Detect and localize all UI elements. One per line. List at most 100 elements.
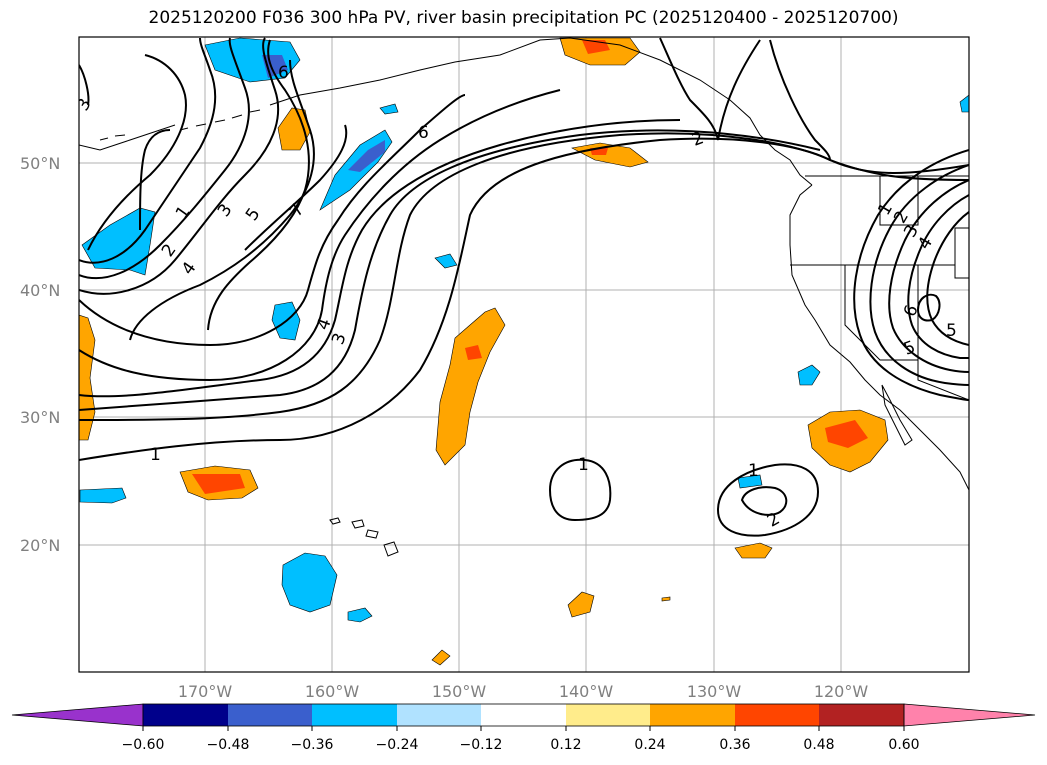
north-america-coastline [789,184,969,491]
lat-label: 30°N [20,408,60,427]
colorbar-segment [819,704,904,726]
pv-contour [79,94,466,347]
colorbar-segment [650,704,735,726]
pv-contour [79,64,90,106]
map-panel [79,37,969,672]
colorbar-extend-low [11,703,144,727]
contour-label: 1 [150,445,161,465]
contour-label: 1 [748,461,759,481]
alaska-coastline [269,37,813,186]
lat-label: 50°N [20,154,60,173]
baja-coastline [881,384,913,446]
pv-contour [740,486,788,516]
negative-precip-area [347,607,373,623]
positive-precip-core [825,420,868,448]
positive-precip-core [582,40,610,54]
pv-contour [888,179,969,373]
state-border [917,360,969,401]
lon-label: 140°W [559,682,614,701]
contour-label: 5 [946,321,957,341]
map-border [78,36,970,673]
negative-precip-area [81,207,156,276]
pv-contour [79,132,969,421]
pv-contour [769,39,831,161]
pv-contour [853,149,969,401]
colorbar-ticks [142,726,905,731]
colorbar-segment [143,704,228,726]
colorbar-tick-label: 0.24 [634,737,665,753]
state-border [954,227,969,279]
colorbar-segment [481,704,566,726]
pv-contour [79,129,821,411]
negative-precip-area [79,487,127,504]
state-border [879,176,919,226]
colorbar-tick-label: 0.36 [719,737,750,753]
pv-contour [129,59,315,341]
negative-precip-area [281,552,338,613]
lon-label: 160°W [305,682,360,701]
contour-label: 1 [578,455,589,475]
positive-precip-area [567,591,595,618]
contour-label: 6 [278,63,289,83]
colorbar-tick-label: −0.36 [291,737,334,753]
colorbar-tick-label: 0.12 [550,737,581,753]
colorbar-tick-label: 0.60 [888,737,919,753]
colorbar-tick-label: −0.12 [460,737,503,753]
pv-contour [79,119,681,398]
pv-contour [916,293,941,322]
pv-contour [548,458,612,522]
colorbar-segment [566,704,650,726]
colorbar-tick-label: −0.24 [376,737,419,753]
colorbar-segment [312,704,397,726]
pv-contour [79,89,561,382]
lat-label: 40°N [20,281,60,300]
positive-precip-area [431,649,451,666]
pv-contour [79,37,280,295]
colorbar-tick-label: −0.60 [122,737,165,753]
negative-precip-area [379,103,399,115]
negative-precip-area [737,474,763,489]
coastlines [79,37,969,557]
negative-precip-area [797,364,821,386]
colorbar-tick-label: 0.48 [803,737,834,753]
aleutian-islands [99,109,261,141]
pv-contour [244,124,348,251]
pv-contour [79,37,217,264]
pv-contours [79,37,969,537]
colorbar-segment [735,704,819,726]
pv-contour [926,211,969,346]
pv-contour [659,37,761,141]
longitude-labels: 170°W 160°W 150°W 140°W 130°W 120°W [178,682,869,701]
positive-precip-area [661,596,671,602]
pv-contour [87,54,187,251]
kamchatka-coastline [79,124,176,151]
colorbar-tick-label: −0.48 [207,737,250,753]
lon-label: 170°W [178,682,233,701]
hawaiian-islands [329,517,399,557]
map-title: 2025120200 F036 300 hPa PV, river basin … [148,8,899,28]
colorbar: −0.60 −0.48 −0.36 −0.24 −0.12 0.12 0.24 … [11,703,1036,753]
positive-precip-area [734,542,773,559]
pv-contour [869,164,969,386]
pv-contour [207,39,310,331]
colorbar-segment [397,704,481,726]
positive-precip-core [465,345,482,360]
lon-label: 130°W [687,682,742,701]
colorbar-extend-high [903,703,1036,727]
pv-contour [907,194,969,359]
latitude-labels: 50°N 40°N 30°N 20°N [20,154,60,555]
lon-label: 150°W [432,682,487,701]
pv-contour [139,129,171,231]
pv-contour [716,463,820,537]
lon-label: 120°W [814,682,869,701]
pv-contour [79,37,250,280]
positive-precip-core [192,474,245,494]
negative-precip-core [348,140,385,172]
positive-precip-area [435,307,506,466]
negative-precip-area [959,94,969,113]
colorbar-segment [228,704,312,726]
negative-precip-area [434,253,458,269]
lat-label: 20°N [20,536,60,555]
state-border [844,265,919,361]
